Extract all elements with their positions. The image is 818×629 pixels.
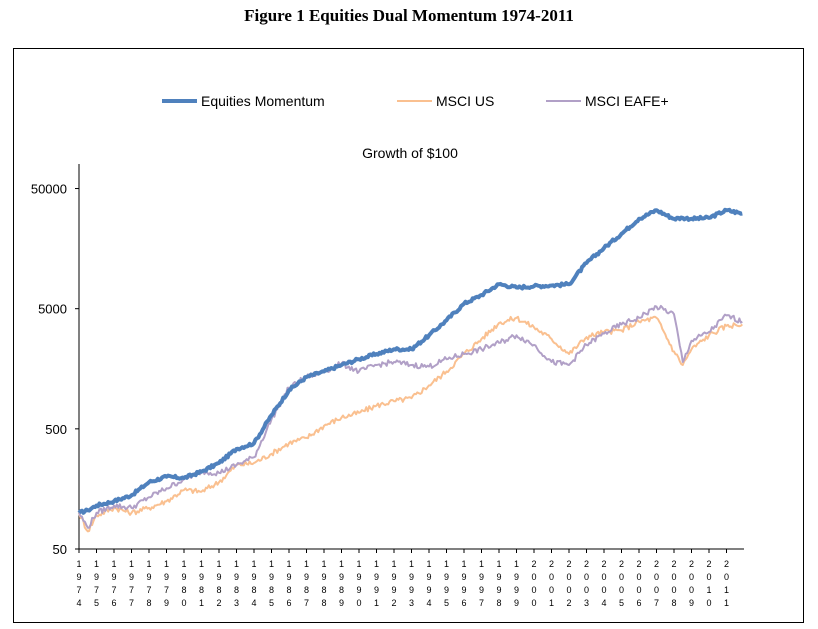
x-ticks: 1 9 7 4 1 9 7 5 1 9 7 6 1 9 7 7 1 9 7 8 1 9 7 9 1 9 8 0 1 9 8 1 1 9 8 2 1 9 8 3… — [76, 549, 729, 608]
y-tick-label: 50000 — [31, 182, 67, 197]
y-tick-label: 500 — [45, 422, 67, 437]
chart-frame — [13, 48, 804, 623]
legend: Equities Momentum MSCI US MSCI EAFE+ — [162, 93, 669, 109]
y-tick-label: 50 — [53, 542, 67, 557]
y-ticks: 50 500 5000 50000 — [31, 182, 79, 557]
series-line-equities-momentum — [77, 207, 743, 515]
series-line-msci-us — [78, 315, 743, 533]
legend-label-msci-eafe: MSCI EAFE+ — [585, 93, 669, 109]
y-tick-label: 5000 — [38, 302, 67, 317]
legend-label-msci-us: MSCI US — [436, 93, 494, 109]
legend-label-equities-momentum: Equities Momentum — [201, 93, 325, 109]
chart-subtitle: Growth of $100 — [362, 145, 458, 161]
series-layer — [77, 207, 743, 533]
figure-title: Figure 1 Equities Dual Momentum 1974-201… — [244, 6, 574, 25]
